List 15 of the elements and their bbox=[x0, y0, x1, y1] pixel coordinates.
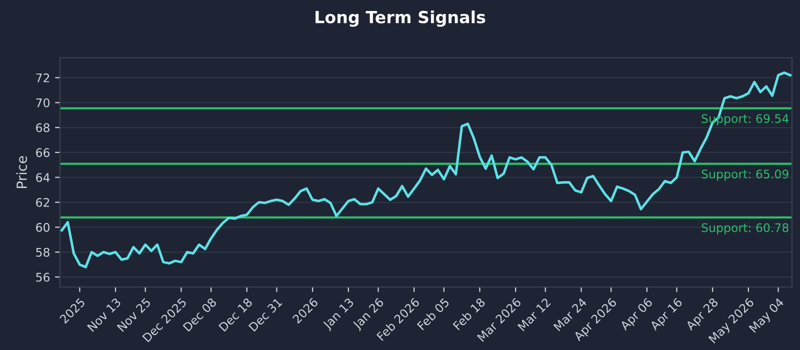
x-tick-label: Feb 18 bbox=[452, 297, 486, 330]
y-tick-label: 72 bbox=[36, 73, 50, 82]
y-tick-label: 64 bbox=[36, 173, 50, 182]
y-tick-label: 68 bbox=[36, 123, 50, 132]
line-series bbox=[60, 71, 792, 268]
chart-title: Long Term Signals bbox=[316, 10, 486, 27]
ref-line-label: Support: 65.09 bbox=[702, 170, 788, 181]
y-tick-label: 66 bbox=[36, 148, 50, 158]
y-axis-title: Price bbox=[16, 156, 28, 188]
y-tick-label: 62 bbox=[36, 198, 50, 207]
y-tick-label: 56 bbox=[36, 272, 50, 282]
y-tick-label: 60 bbox=[36, 222, 50, 232]
ref-line-label: Support: 60.78 bbox=[702, 223, 788, 234]
y-tick-label: 70 bbox=[36, 98, 50, 108]
y-tick-label: 58 bbox=[36, 248, 50, 257]
